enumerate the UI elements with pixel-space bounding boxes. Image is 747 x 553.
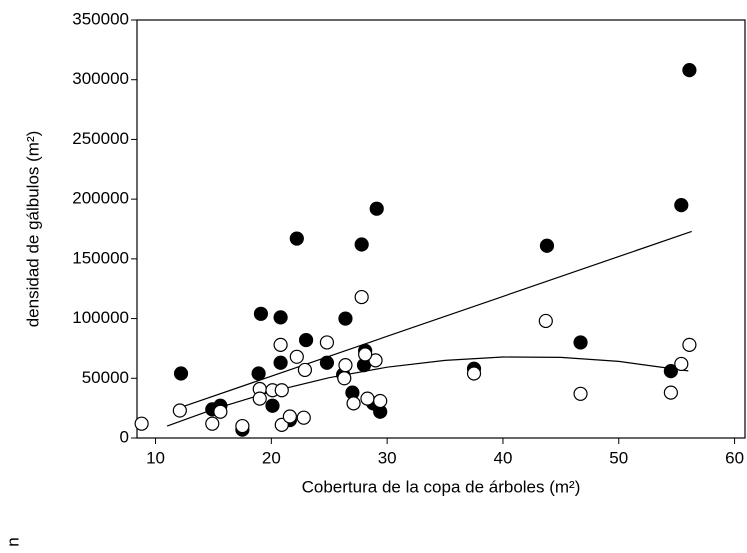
data-point bbox=[235, 418, 250, 434]
data-point bbox=[273, 310, 288, 325]
data-point bbox=[358, 347, 373, 362]
data-point bbox=[252, 391, 267, 406]
x-tick-label: 10 bbox=[146, 448, 165, 467]
y-tick-label: 100000 bbox=[72, 308, 129, 327]
y-tick-label: 350000 bbox=[72, 9, 129, 28]
data-point bbox=[346, 396, 361, 411]
data-point bbox=[273, 355, 288, 370]
x-tick-label: 30 bbox=[378, 448, 397, 467]
data-point bbox=[369, 201, 384, 216]
x-tick-label: 60 bbox=[725, 448, 744, 467]
y-tick-label: 300000 bbox=[72, 69, 129, 88]
data-point bbox=[682, 63, 697, 78]
fit-line bbox=[166, 356, 689, 427]
x-tick-label: 40 bbox=[493, 448, 512, 467]
data-point bbox=[354, 237, 369, 252]
data-point bbox=[573, 335, 588, 350]
data-point bbox=[373, 393, 388, 409]
data-point bbox=[337, 371, 352, 386]
data-point bbox=[538, 313, 553, 329]
x-tick-label: 50 bbox=[609, 448, 628, 467]
data-point bbox=[134, 416, 149, 431]
data-point bbox=[289, 231, 304, 246]
data-point bbox=[368, 353, 383, 368]
data-point bbox=[319, 335, 335, 350]
data-point bbox=[298, 332, 314, 348]
data-point bbox=[319, 355, 335, 370]
data-point bbox=[173, 366, 189, 381]
data-point bbox=[338, 311, 353, 326]
data-point bbox=[297, 362, 313, 378]
data-point bbox=[682, 337, 697, 352]
data-point bbox=[674, 198, 689, 213]
data-point bbox=[466, 366, 482, 381]
data-point bbox=[289, 349, 304, 364]
data-point bbox=[338, 358, 353, 373]
data-point bbox=[674, 356, 689, 372]
y-tick-label: 200000 bbox=[72, 189, 129, 208]
data-point bbox=[354, 289, 369, 305]
x-axis-label: Cobertura de la copa de árboles (m²) bbox=[302, 477, 581, 496]
data-point bbox=[573, 386, 588, 401]
y-axis-label: densidad de gálbulos (m²) bbox=[23, 131, 42, 328]
plot-frame bbox=[136, 19, 746, 439]
data-point bbox=[663, 385, 678, 400]
data-point bbox=[213, 404, 228, 419]
data-point bbox=[265, 398, 280, 413]
data-point bbox=[282, 409, 297, 424]
y-tick-label: 150000 bbox=[72, 248, 129, 267]
data-point bbox=[251, 366, 266, 381]
data-point bbox=[296, 410, 311, 425]
data-point bbox=[663, 364, 678, 379]
data-point bbox=[274, 383, 289, 398]
fit-line bbox=[178, 230, 692, 409]
data-point bbox=[205, 416, 220, 431]
data-point bbox=[360, 391, 375, 406]
data-point bbox=[253, 306, 269, 321]
data-point bbox=[273, 337, 288, 352]
y-tick-label: 250000 bbox=[72, 129, 129, 148]
annotation: n bbox=[3, 537, 22, 546]
y-tick-label: 50000 bbox=[82, 368, 129, 387]
x-tick-label: 20 bbox=[262, 448, 281, 467]
data-point bbox=[172, 403, 187, 418]
y-tick-label: 0 bbox=[120, 427, 129, 446]
data-point bbox=[539, 238, 555, 253]
